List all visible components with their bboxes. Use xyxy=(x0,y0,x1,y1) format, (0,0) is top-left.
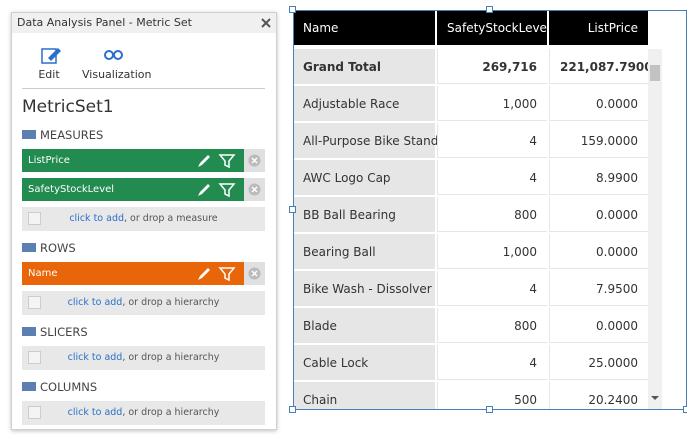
section-icon xyxy=(22,327,36,336)
cell: 0.0000 xyxy=(549,234,648,269)
add-link[interactable]: click to add xyxy=(67,407,123,418)
cell: Bike Wash - Dissolver xyxy=(293,271,435,306)
resize-handle[interactable] xyxy=(289,406,296,413)
edit-icon[interactable] xyxy=(40,45,62,65)
resize-handle[interactable] xyxy=(289,6,296,13)
cell: AWC Logo Cap xyxy=(293,160,435,195)
cell: BB Ball Bearing xyxy=(293,197,435,232)
add-link[interactable]: click to add xyxy=(67,352,123,363)
tab-label[interactable]: Edit xyxy=(38,68,60,81)
drop-zone: click to add, or drop a hierarchy xyxy=(22,291,265,315)
scroll-thumb[interactable] xyxy=(650,65,660,81)
cell: 8.9900 xyxy=(549,160,648,195)
visualization-icon[interactable] xyxy=(103,49,125,63)
cell: 0.0000 xyxy=(549,308,648,343)
field-name: SafetyStockLevel xyxy=(28,184,115,195)
cell: 4 xyxy=(437,345,547,380)
cell: Cable Lock xyxy=(293,345,435,380)
add-icon xyxy=(28,406,41,419)
drop-zone: click to add, or drop a hierarchy xyxy=(22,401,265,425)
drop-zone: click to add, or drop a measure xyxy=(22,207,265,231)
field-actions[interactable] xyxy=(196,266,236,282)
tab-label[interactable]: Visualization xyxy=(82,68,152,81)
scrollbar[interactable] xyxy=(648,49,662,410)
add-icon xyxy=(28,296,41,309)
cell: 800 xyxy=(437,308,547,343)
drop-hint: , or drop a hierarchy xyxy=(122,352,220,363)
cell: 500 xyxy=(437,382,547,410)
cell: 1,000 xyxy=(437,86,547,121)
close-button[interactable] xyxy=(260,17,272,29)
resize-handle[interactable] xyxy=(486,6,493,13)
cell: 1,000 xyxy=(437,234,547,269)
field-name: Name xyxy=(28,268,58,279)
analysis-panel: Data Analysis Panel - Metric Set MetricS… xyxy=(11,12,277,430)
drop-hint: , or drop a hierarchy xyxy=(122,407,220,418)
field-item[interactable]: ListPrice xyxy=(22,149,244,172)
cell: 25.0000 xyxy=(549,345,648,380)
remove-button[interactable] xyxy=(244,149,265,172)
remove-button[interactable] xyxy=(244,178,265,201)
separator xyxy=(22,88,265,89)
section-icon xyxy=(22,382,36,391)
section-label: MEASURES xyxy=(40,128,104,142)
drop-zone: click to add, or drop a hierarchy xyxy=(22,346,265,370)
cell: All-Purpose Bike Stand xyxy=(293,123,438,158)
table: Name SafetyStockLevel ListPrice Grand Total… xyxy=(293,10,687,410)
cell: Blade xyxy=(293,308,435,343)
field-item[interactable]: Name xyxy=(22,262,244,285)
total-cell: 221,087.7900 xyxy=(549,49,653,84)
section-icon xyxy=(22,243,36,252)
metric-set-name: MetricSet1 xyxy=(22,97,114,117)
add-icon xyxy=(28,351,41,364)
section-label: ROWS xyxy=(40,241,76,255)
remove-button[interactable] xyxy=(244,262,265,285)
cell: Chain xyxy=(293,382,435,410)
drop-hint: , or drop a hierarchy xyxy=(122,297,220,308)
selection-box xyxy=(293,10,687,410)
cell: 4 xyxy=(437,271,547,306)
section-icon xyxy=(22,130,36,139)
field-actions[interactable] xyxy=(196,153,236,169)
column-header[interactable]: ListPrice xyxy=(549,10,648,45)
cell: Adjustable Race xyxy=(293,86,435,121)
drop-hint: , or drop a measure xyxy=(124,213,218,224)
column-header[interactable]: Name xyxy=(293,10,435,45)
column-header[interactable]: SafetyStockLevel xyxy=(437,10,550,45)
cell: 0.0000 xyxy=(549,86,648,121)
total-cell: 269,716 xyxy=(437,49,547,84)
cell: 800 xyxy=(437,197,547,232)
panel-title: Data Analysis Panel - Metric Set xyxy=(12,13,276,33)
section-label: SLICERS xyxy=(40,325,88,339)
cell: 4 xyxy=(437,123,547,158)
add-link[interactable]: click to add xyxy=(69,213,125,224)
add-icon xyxy=(28,212,41,225)
field-item[interactable]: SafetyStockLevel xyxy=(22,178,244,201)
field-actions[interactable] xyxy=(196,182,236,198)
add-link[interactable]: click to add xyxy=(67,297,123,308)
resize-handle[interactable] xyxy=(683,406,687,413)
cell: 0.0000 xyxy=(549,197,648,232)
cell: 4 xyxy=(437,160,547,195)
scroll-down[interactable] xyxy=(651,395,659,401)
cell: 159.0000 xyxy=(549,123,648,158)
cell: 7.9500 xyxy=(549,271,648,306)
cell: 20.2400 xyxy=(549,382,648,410)
section-label: COLUMNS xyxy=(40,380,98,394)
field-name: ListPrice xyxy=(28,155,70,166)
resize-handle[interactable] xyxy=(486,406,493,413)
resize-handle[interactable] xyxy=(289,206,296,213)
total-cell: Grand Total xyxy=(293,49,435,84)
cell: Bearing Ball xyxy=(293,234,435,269)
